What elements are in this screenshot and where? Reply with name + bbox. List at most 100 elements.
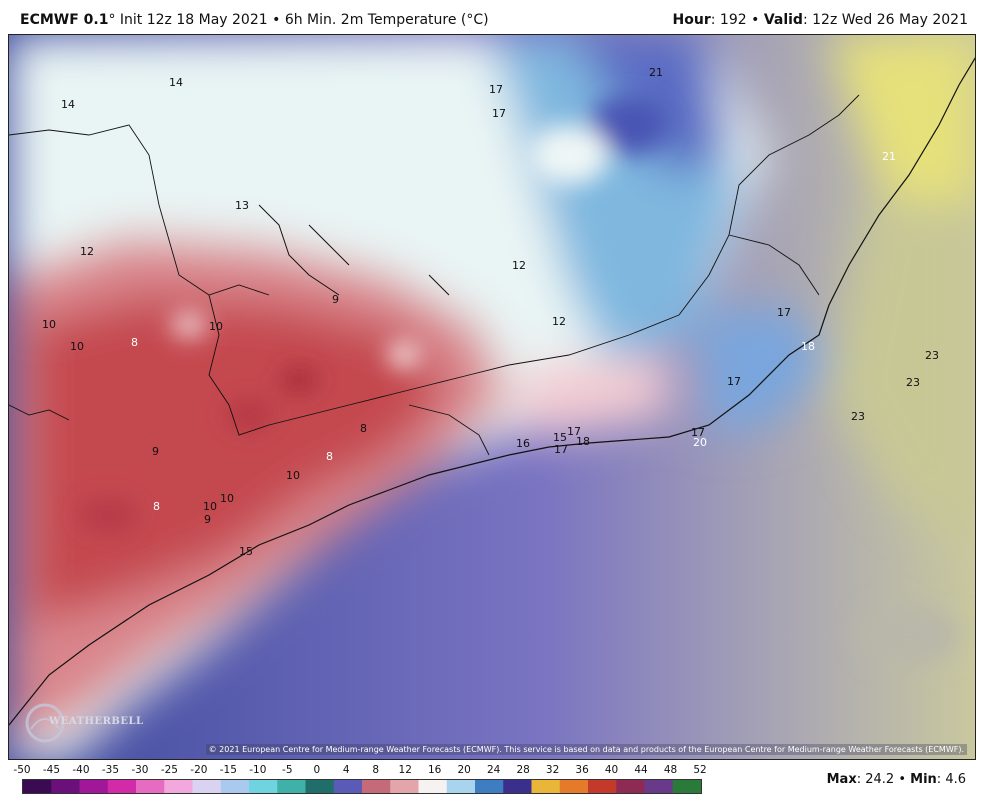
map-label: 12 bbox=[512, 259, 526, 272]
map-label: 17 bbox=[727, 375, 741, 388]
legend-color-swatch bbox=[249, 780, 278, 793]
legend-tick-label: 12 bbox=[398, 764, 412, 776]
weatherbell-logo: WEATHERBELL bbox=[21, 699, 143, 745]
legend-tick-label: 16 bbox=[428, 764, 442, 776]
map-label: 15 bbox=[553, 431, 567, 444]
state-border-east bbox=[678, 94, 860, 316]
legend-color-swatch bbox=[277, 780, 306, 793]
max-min-readout: Max: 24.2 • Min: 4.6 bbox=[826, 772, 966, 787]
legend-tick-label: -45 bbox=[42, 764, 61, 776]
legend-tick-label: -10 bbox=[249, 764, 267, 776]
map-label: 21 bbox=[649, 66, 663, 79]
max-label: Max bbox=[826, 772, 857, 787]
legend-color-swatch bbox=[220, 780, 250, 793]
valid-value: 12z Wed 26 May 2021 bbox=[812, 12, 968, 28]
legend-tick-label: 36 bbox=[575, 764, 589, 776]
product-name: 6h Min. 2m Temperature (°C) bbox=[284, 12, 489, 28]
bullet-separator: • bbox=[898, 772, 906, 787]
map-label: 23 bbox=[851, 410, 865, 423]
legend-tick-label: 4 bbox=[342, 764, 350, 776]
legend-tick-label: -50 bbox=[13, 764, 31, 776]
legend-tick-label: -40 bbox=[72, 764, 90, 776]
legend-tick-label: 48 bbox=[663, 764, 678, 776]
coastline bbox=[9, 57, 975, 726]
map-label: 17 bbox=[567, 425, 581, 438]
legend-tick-label: 0 bbox=[313, 764, 321, 776]
map-label: 9 bbox=[332, 293, 339, 306]
bullet-separator: • bbox=[751, 12, 760, 28]
legend-tick-label: 32 bbox=[545, 764, 560, 776]
temperature-detail bbox=[79, 95, 959, 665]
map-label: 10 bbox=[203, 500, 217, 513]
legend-color-swatch bbox=[559, 780, 589, 793]
legend-tick-label: 24 bbox=[486, 764, 501, 776]
legend-color-swatch bbox=[333, 780, 363, 793]
map-label: 17 bbox=[777, 306, 791, 319]
map-label: 8 bbox=[326, 450, 333, 463]
legend-tick-label: -25 bbox=[160, 764, 178, 776]
map-label: 8 bbox=[131, 336, 138, 349]
map-label: 10 bbox=[70, 340, 84, 353]
legend-tick-label: 28 bbox=[516, 764, 530, 776]
legend-color-swatch bbox=[446, 780, 476, 793]
legend-color-swatch bbox=[644, 780, 674, 793]
map-label: 15 bbox=[239, 545, 253, 558]
header: ECMWF 0.1° Init 12z 18 May 2021 • 6h Min… bbox=[0, 0, 984, 34]
legend-tick-label: 20 bbox=[457, 764, 471, 776]
map-label: 13 bbox=[235, 199, 249, 212]
map-label: 9 bbox=[152, 445, 159, 458]
legend-tick-label: -30 bbox=[131, 764, 149, 776]
init-time: Init 12z 18 May 2021 bbox=[119, 12, 268, 28]
map-label: 23 bbox=[925, 349, 939, 362]
legend-color-swatch bbox=[475, 780, 504, 793]
hour-label: Hour bbox=[672, 12, 711, 28]
legend-tick-label: 44 bbox=[634, 764, 648, 776]
legend-color-bar bbox=[22, 779, 702, 794]
map-label: 17 bbox=[691, 426, 705, 439]
legend-color-swatch bbox=[51, 780, 80, 793]
color-legend: -50 -45 -40 -35 -30 -25 -20 -15 -10 -5 0 4 8 12 16 20 24… bbox=[12, 764, 712, 804]
legend-color-swatch bbox=[164, 780, 193, 793]
legend-tick-label: -35 bbox=[101, 764, 119, 776]
state-border-north bbox=[9, 124, 270, 296]
map-label: 14 bbox=[169, 76, 183, 89]
temperature-map[interactable]: 14 14 17 17 21 13 12 12 9 10 10 8 10 12 … bbox=[8, 34, 976, 760]
map-label: 10 bbox=[42, 318, 56, 331]
legend-tick-label: 40 bbox=[604, 764, 619, 776]
legend-color-swatch bbox=[23, 780, 52, 793]
logo-globe-icon bbox=[25, 703, 65, 743]
map-label: 9 bbox=[204, 513, 211, 526]
map-label: 18 bbox=[801, 340, 815, 353]
map-label: 17 bbox=[489, 83, 503, 96]
reservoir-lines bbox=[258, 204, 450, 296]
max-value: 24.2 bbox=[865, 772, 895, 787]
legend-color-swatch bbox=[503, 780, 532, 793]
state-border-central bbox=[208, 294, 680, 436]
legend-color-swatch bbox=[107, 780, 137, 793]
forecast-time: Hour: 192 • Valid: 12z Wed 26 May 2021 bbox=[672, 12, 968, 28]
min-label: Min bbox=[910, 772, 937, 787]
map-label: 21 bbox=[882, 150, 896, 163]
map-value-labels: 14 14 17 17 21 13 12 12 9 10 10 8 10 12 … bbox=[42, 66, 939, 558]
state-border-south bbox=[408, 404, 490, 456]
bullet-separator: • bbox=[272, 12, 281, 28]
legend-color-swatch bbox=[192, 780, 222, 793]
legend-color-swatch bbox=[531, 780, 561, 793]
map-label: 20 bbox=[693, 436, 707, 449]
hour-value: 192 bbox=[719, 12, 747, 28]
map-label: 18 bbox=[576, 435, 590, 448]
river-west bbox=[9, 404, 70, 421]
map-label: 12 bbox=[80, 245, 94, 258]
copyright-notice: © 2021 European Centre for Medium-range … bbox=[205, 744, 967, 755]
map-label: 23 bbox=[906, 376, 920, 389]
legend-tick-label: 8 bbox=[372, 764, 380, 776]
min-value: 4.6 bbox=[945, 772, 966, 787]
model-name: ECMWF 0.1 bbox=[20, 12, 109, 28]
legend-tick-label: -5 bbox=[282, 764, 293, 776]
legend-tick-label: -15 bbox=[219, 764, 237, 776]
map-label: 8 bbox=[360, 422, 367, 435]
legend-color-swatch bbox=[390, 780, 419, 793]
legend-color-swatch bbox=[616, 780, 645, 793]
temperature-field bbox=[9, 35, 975, 759]
map-label: 16 bbox=[516, 437, 530, 450]
